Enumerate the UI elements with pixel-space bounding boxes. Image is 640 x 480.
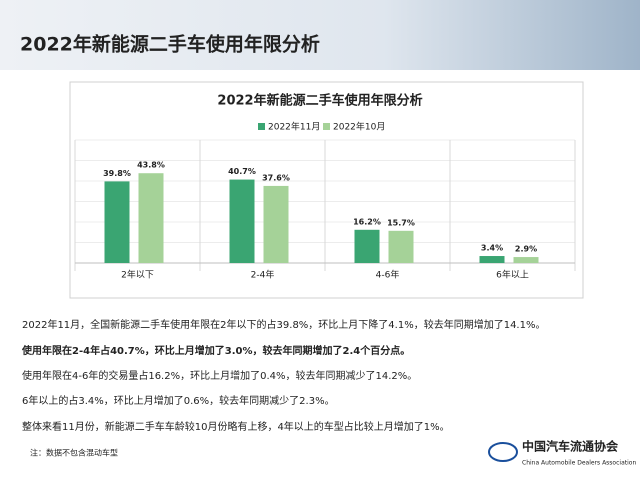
bar	[104, 181, 130, 263]
data-label: 40.7%	[228, 167, 256, 176]
x-tick-label: 2-4年	[251, 269, 275, 281]
chart: 2022年11月 2022年10月 2年以下 39.8% 43.8% 2-4年 40.7% 3…	[74, 121, 576, 281]
note: 注：数据不包含混动车型	[30, 448, 118, 458]
bar	[513, 257, 539, 263]
data-label: 16.2%	[353, 217, 381, 226]
chart-title: 2022年新能源二手车使用年限分析	[217, 93, 422, 109]
legend-swatch	[323, 123, 330, 130]
data-label: 2.9%	[515, 245, 537, 254]
body-text: 2022年11月，全国新能源二手车使用年限在2年以下的占39.8%，环比上月下降…	[21, 318, 545, 433]
data-label: 3.4%	[481, 244, 503, 253]
x-tick-label: 2年以下	[121, 269, 154, 281]
x-tick-label: 4-6年	[376, 269, 400, 281]
x-tick-label: 6年以上	[496, 269, 529, 281]
legend-swatch	[258, 123, 265, 130]
bar	[229, 179, 255, 263]
bar	[263, 185, 289, 263]
logo-mark	[488, 442, 518, 462]
header-band	[0, 0, 640, 70]
bar	[388, 230, 414, 263]
data-label: 37.6%	[262, 173, 290, 182]
legend-label: 2022年10月	[333, 121, 385, 133]
data-label: 39.8%	[103, 169, 131, 178]
logo-english: China Automobile Dealers Association	[522, 460, 636, 467]
bar	[138, 173, 164, 263]
paragraph: 使用年限在4-6年的交易量占16.2%，环比上月增加了0.4%，较去年同期减少了…	[22, 369, 417, 382]
bar	[354, 229, 380, 263]
paragraph: 整体来看11月份，新能源二手车车龄较10月份略有上移，4年以上的车型占比较上月增…	[22, 420, 450, 433]
paragraph: 6年以上的占3.4%，环比上月增加了0.6%，较去年同期减少了2.3%。	[22, 394, 335, 407]
logo-name: 中国汽车流通协会	[522, 439, 619, 454]
page-title: 2022年新能源二手车使用年限分析	[20, 33, 320, 56]
legend-label: 2022年11月	[268, 121, 320, 133]
bar	[479, 256, 505, 263]
data-label: 43.8%	[137, 161, 165, 170]
paragraph: 2022年11月，全国新能源二手车使用年限在2年以下的占39.8%，环比上月下降…	[22, 318, 545, 331]
paragraph: 使用年限在2-4年占40.7%，环比上月增加了3.0%，较去年同期增加了2.4个…	[21, 344, 410, 357]
data-label: 15.7%	[387, 218, 415, 227]
